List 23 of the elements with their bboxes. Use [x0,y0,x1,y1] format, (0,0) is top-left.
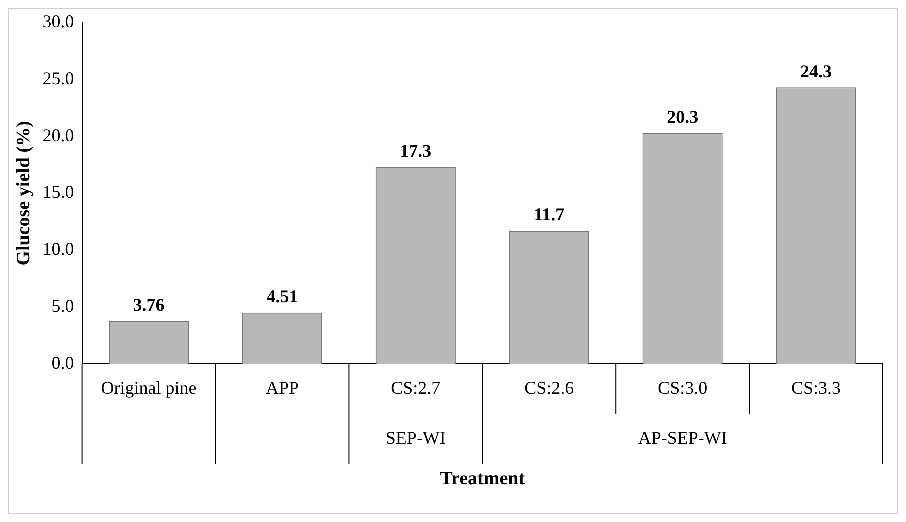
y-tick-label: 5.0 [52,296,74,316]
y-tick-label: 15.0 [42,182,74,202]
y-tick-label: 30.0 [42,12,74,32]
x-tick-label: Original pine [101,378,197,398]
x-axis-title: Treatment [440,468,526,490]
y-axis-title: Glucose yield (%) [13,121,34,266]
y-tick-label: 10.0 [42,239,74,260]
x-tick-label: CS:2.6 [524,378,574,398]
x-tick-label: CS:2.7 [391,378,441,398]
y-tick-label: 20.0 [42,125,74,146]
data-label: 4.51 [266,286,298,307]
data-label: 20.3 [667,106,699,127]
data-label: 24.3 [800,61,832,82]
data-label: 11.7 [534,204,565,225]
text: AP-SEP-WI [638,428,728,448]
y-tick-label: 0.0 [52,352,74,373]
x-tick-label: CS:3.3 [792,378,842,398]
text: SEP-WI [386,428,446,448]
data-label: 3.76 [133,295,165,316]
x-tick-label: APP [266,378,299,398]
y-tick-label: 25.0 [42,68,74,88]
x-tick-label: CS:3.0 [658,378,708,398]
data-label: 17.3 [400,140,432,161]
